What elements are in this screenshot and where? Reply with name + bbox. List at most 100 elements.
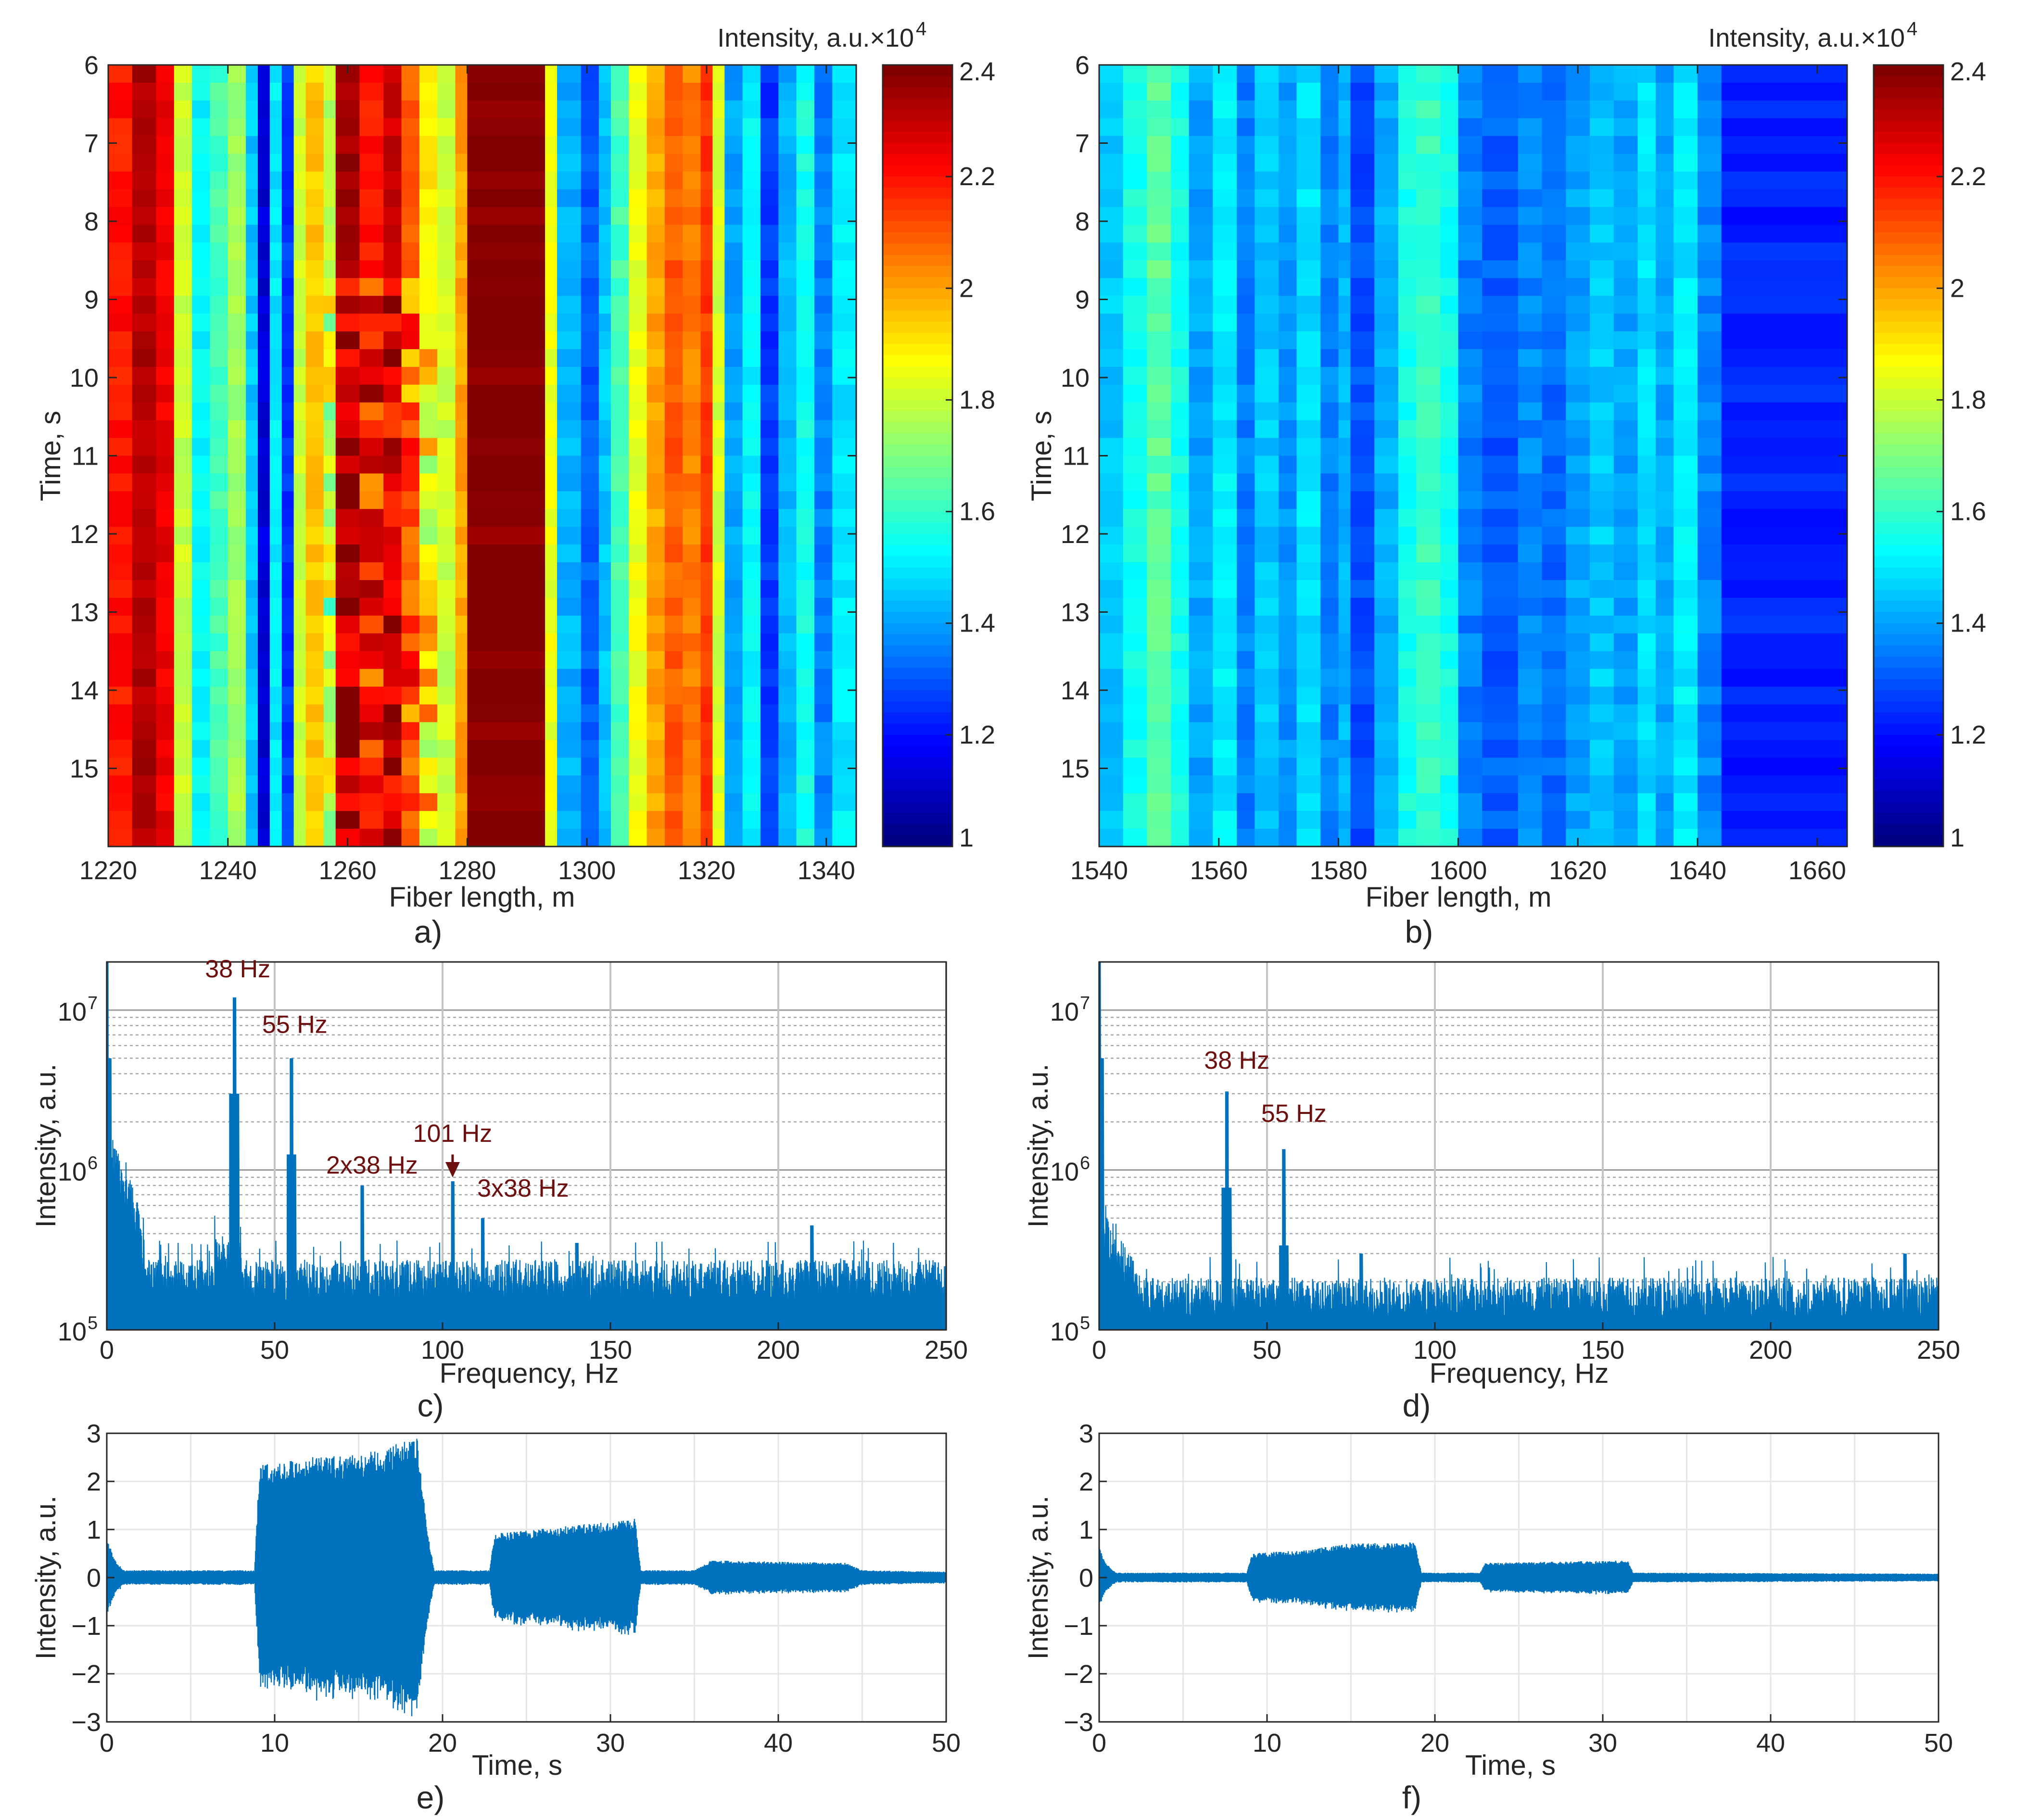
heatmap-cell bbox=[258, 562, 270, 581]
heatmap-cell bbox=[401, 136, 420, 154]
heatmap-cell bbox=[1213, 367, 1237, 385]
heatmap-cell bbox=[281, 314, 294, 332]
heatmap-cell bbox=[1147, 100, 1171, 119]
heatmap-cell bbox=[174, 242, 192, 261]
heatmap-cell bbox=[557, 491, 582, 509]
heatmap-cell bbox=[1673, 171, 1698, 190]
heatmap-cell bbox=[1566, 669, 1590, 687]
heatmap-cell bbox=[1440, 793, 1458, 811]
heatmap-cell bbox=[581, 136, 599, 154]
heatmap-cell bbox=[419, 242, 438, 261]
heatmap-cell bbox=[814, 82, 833, 101]
spectrum-c-ylabel: Intensity, a.u. bbox=[30, 1064, 62, 1228]
heatmap-cell bbox=[269, 704, 282, 723]
heatmap-cell bbox=[305, 153, 324, 172]
heatmap-cell bbox=[1566, 349, 1590, 367]
heatmap-cell bbox=[712, 402, 725, 421]
heatmap-cell bbox=[156, 509, 175, 527]
heatmap-cell bbox=[683, 82, 701, 101]
peak-annotation: 55 Hz bbox=[1261, 1100, 1327, 1127]
heatmap-cell bbox=[1189, 260, 1213, 278]
heatmap-cell bbox=[1338, 758, 1351, 776]
heatmap-cell bbox=[335, 367, 360, 385]
heatmap-column bbox=[1542, 65, 1566, 847]
heatmap-cell bbox=[724, 615, 743, 634]
heatmap-cell bbox=[1099, 402, 1124, 421]
heatmap-cell bbox=[246, 438, 258, 456]
heatmap-cell bbox=[156, 775, 175, 794]
heatmap-cell bbox=[557, 758, 582, 776]
heatmap-cell bbox=[455, 136, 468, 154]
heatmap-cell bbox=[1721, 100, 1848, 119]
heatmap-cell bbox=[269, 314, 282, 332]
colorbar-step bbox=[1874, 165, 1943, 177]
heatmap-cell bbox=[132, 225, 157, 243]
heatmap-cell bbox=[228, 509, 246, 527]
heatmap-cell bbox=[646, 296, 665, 314]
heatmap-cell bbox=[814, 811, 833, 829]
heatmap-cell bbox=[1320, 65, 1339, 83]
heatmap-cell bbox=[383, 296, 402, 314]
heatmap-cell bbox=[832, 686, 857, 705]
heatmap-cell bbox=[712, 207, 725, 225]
heatmap-cell bbox=[174, 580, 192, 598]
heatmap-cell bbox=[1458, 136, 1483, 154]
heatmap-cell bbox=[258, 633, 270, 652]
heatmap-cell bbox=[545, 207, 558, 225]
heatmap-cell bbox=[383, 225, 402, 243]
heatmap-cell bbox=[228, 100, 246, 119]
heatmap-cell bbox=[581, 171, 599, 190]
heatmap-cell bbox=[293, 615, 306, 634]
heatmap-cell bbox=[1279, 722, 1297, 741]
heatmap-cell bbox=[1320, 136, 1339, 154]
heatmap-cell bbox=[1482, 207, 1519, 225]
heatmap-cell bbox=[359, 793, 384, 811]
heatmap-cell bbox=[1398, 686, 1417, 705]
heatmap-cell bbox=[437, 242, 456, 261]
heatmap-cell bbox=[683, 562, 701, 581]
heatmap-cell bbox=[323, 384, 336, 403]
heatmap-cell bbox=[1320, 811, 1339, 829]
heatmap-cell bbox=[712, 633, 725, 652]
heatmap-cell bbox=[1542, 811, 1566, 829]
heatmap-cell bbox=[629, 420, 647, 439]
heatmap-cell bbox=[258, 260, 270, 278]
heatmap-cell bbox=[305, 100, 324, 119]
heatmap-cell bbox=[1416, 278, 1441, 296]
heatmap-cell bbox=[1255, 153, 1279, 172]
heatmap-cell bbox=[108, 793, 133, 811]
heatmap-cell bbox=[1566, 136, 1590, 154]
heatmap-cell bbox=[269, 136, 282, 154]
heatmap-cell bbox=[1296, 758, 1321, 776]
heatmap-cell bbox=[1637, 686, 1656, 705]
heatmap-cell bbox=[132, 118, 157, 137]
heatmap-cell bbox=[557, 740, 582, 758]
heatmap-cell bbox=[1398, 669, 1417, 687]
heatmap-cell bbox=[281, 562, 294, 581]
heatmap-cell bbox=[700, 491, 713, 509]
colorbar-step bbox=[1874, 254, 1943, 266]
heatmap-cell bbox=[1255, 615, 1279, 634]
heatmap-cell bbox=[557, 669, 582, 687]
heatmap-cell bbox=[1566, 189, 1590, 208]
heatmap-cell bbox=[1590, 509, 1614, 527]
heatmap-cell bbox=[610, 100, 629, 119]
heatmap-cell bbox=[599, 171, 611, 190]
heatmap-cell bbox=[281, 455, 294, 474]
heatmap-cell bbox=[383, 686, 402, 705]
heatmap-cell bbox=[610, 278, 629, 296]
heatmap-cell bbox=[1398, 722, 1417, 741]
heatmap-cell bbox=[1458, 349, 1483, 367]
heatmap-cell bbox=[401, 420, 420, 439]
heatmap-cell bbox=[1458, 793, 1483, 811]
heatmap-cell bbox=[305, 402, 324, 421]
heatmap-cell bbox=[1637, 314, 1656, 332]
heatmap-cell bbox=[1338, 740, 1351, 758]
heatmap-cell bbox=[1542, 438, 1566, 456]
heatmap-cell bbox=[1698, 793, 1722, 811]
heatmap-cell bbox=[1296, 225, 1321, 243]
heatmap-cell bbox=[1255, 651, 1279, 670]
heatmap-cell bbox=[210, 597, 228, 616]
heatmap-cell bbox=[359, 314, 384, 332]
heatmap-cell bbox=[1147, 314, 1171, 332]
